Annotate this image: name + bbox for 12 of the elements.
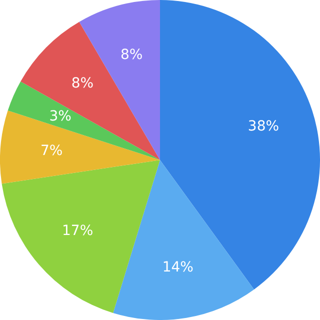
pie-slice bbox=[2, 160, 160, 313]
data-label: 8% bbox=[120, 46, 143, 63]
pie-slice bbox=[20, 22, 160, 160]
data-label: 8% bbox=[71, 76, 94, 92]
data-label: 17% bbox=[62, 223, 94, 239]
data-label: 3% bbox=[49, 108, 72, 124]
data-label: 14% bbox=[162, 259, 194, 276]
pie-slice bbox=[113, 160, 254, 320]
pie-slice bbox=[0, 110, 160, 184]
pie-slice bbox=[160, 0, 320, 290]
data-label: 38% bbox=[248, 118, 280, 134]
data-label: 7% bbox=[40, 143, 63, 160]
